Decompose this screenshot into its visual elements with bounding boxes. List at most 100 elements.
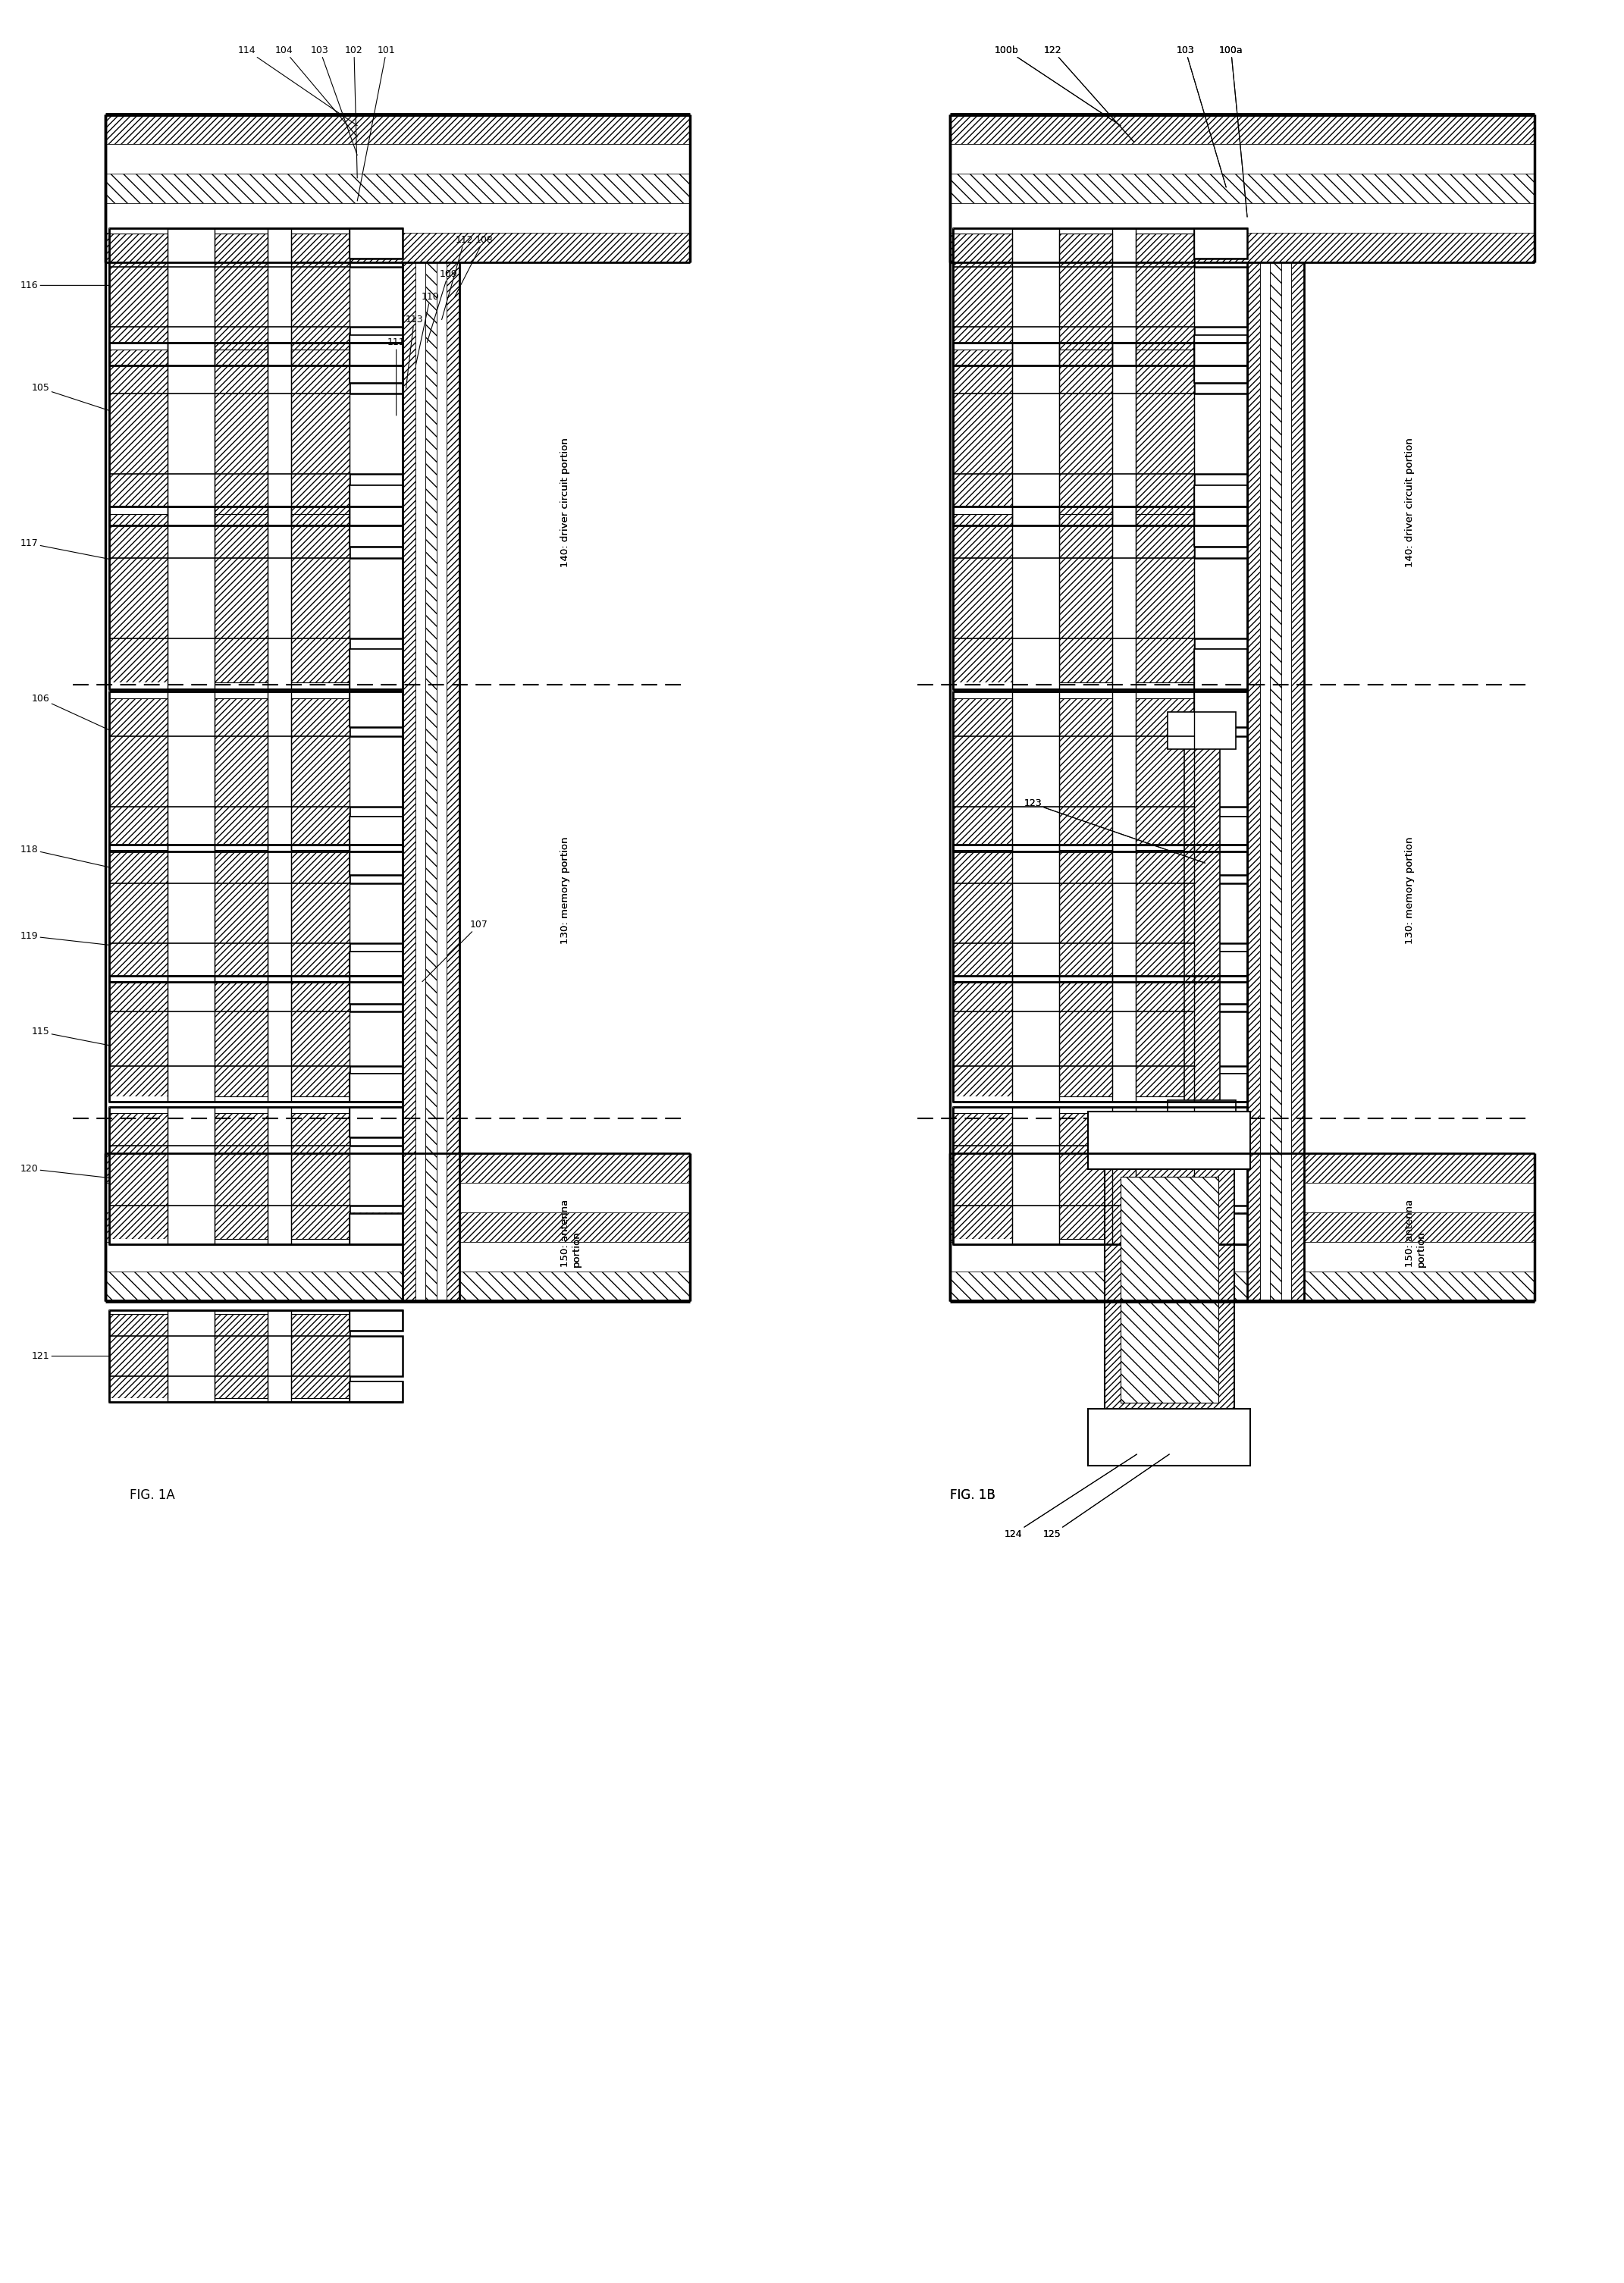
Bar <box>291 349 349 518</box>
Bar <box>416 263 425 1301</box>
Bar <box>291 699 349 845</box>
Text: 113: 113 <box>404 315 424 388</box>
Text: 120: 120 <box>19 1164 110 1178</box>
Bar <box>425 263 437 1301</box>
Bar <box>403 263 416 1301</box>
Text: 124: 124 <box>1004 1454 1137 1539</box>
Polygon shape <box>349 975 403 1005</box>
Polygon shape <box>1194 1215 1247 1244</box>
Bar <box>447 263 460 1301</box>
Bar <box>953 507 1012 514</box>
Text: 100a: 100a <box>1220 46 1247 217</box>
Text: 116: 116 <box>19 281 110 290</box>
Bar <box>953 349 1012 518</box>
Polygon shape <box>109 1310 403 1402</box>
Polygon shape <box>1194 817 1247 852</box>
Polygon shape <box>349 342 403 384</box>
Text: 100a: 100a <box>1220 46 1247 217</box>
Text: 104: 104 <box>274 46 357 137</box>
Bar <box>214 233 268 361</box>
Bar <box>1270 263 1281 1301</box>
Polygon shape <box>109 342 403 525</box>
Polygon shape <box>349 1107 403 1137</box>
Bar <box>109 982 167 1096</box>
Polygon shape <box>953 228 1247 365</box>
Text: FIG. 1A: FIG. 1A <box>130 1489 175 1502</box>
Polygon shape <box>109 1107 403 1244</box>
Text: 109: 109 <box>427 269 458 342</box>
Bar <box>109 507 167 514</box>
Polygon shape <box>349 845 403 874</box>
Polygon shape <box>349 692 403 726</box>
Bar <box>109 1310 167 1315</box>
Bar <box>953 1112 1012 1240</box>
Polygon shape <box>953 845 1247 982</box>
Polygon shape <box>1194 952 1247 982</box>
Text: 150: antenna
portion: 150: antenna portion <box>1405 1199 1426 1267</box>
Polygon shape <box>349 1381 403 1402</box>
Bar <box>106 233 690 263</box>
Polygon shape <box>109 507 403 689</box>
Bar <box>106 1153 690 1183</box>
Bar <box>106 144 690 174</box>
Bar <box>109 683 167 689</box>
Bar <box>106 114 690 144</box>
Bar <box>214 1112 268 1240</box>
Bar <box>109 977 167 982</box>
Bar <box>109 849 167 977</box>
Bar <box>214 514 268 683</box>
Bar <box>214 1315 268 1397</box>
Bar <box>437 263 447 1301</box>
Bar <box>1135 699 1194 845</box>
Bar <box>1135 514 1194 683</box>
Polygon shape <box>1194 975 1247 1005</box>
Bar <box>109 1096 167 1100</box>
Polygon shape <box>1194 336 1247 365</box>
Bar <box>109 975 167 982</box>
Text: 118: 118 <box>19 845 110 868</box>
Bar <box>1135 349 1194 518</box>
Bar <box>953 233 1012 361</box>
Bar <box>1059 849 1112 977</box>
Text: 125: 125 <box>1043 1454 1169 1539</box>
Bar <box>109 845 167 849</box>
Bar <box>109 233 167 361</box>
Text: 110: 110 <box>416 292 440 365</box>
Bar <box>106 1272 690 1301</box>
Text: 103: 103 <box>1176 46 1226 187</box>
Text: 123: 123 <box>1023 799 1205 863</box>
Bar <box>109 349 167 518</box>
Polygon shape <box>953 692 1247 852</box>
Bar <box>214 699 268 845</box>
Bar <box>291 1112 349 1240</box>
Bar <box>291 233 349 361</box>
Bar <box>953 845 1012 852</box>
Polygon shape <box>1194 1073 1247 1100</box>
Bar <box>1104 1142 1234 1438</box>
Polygon shape <box>953 975 1247 1100</box>
Polygon shape <box>953 342 1247 525</box>
Bar <box>214 849 268 977</box>
Text: 103: 103 <box>310 46 357 155</box>
Text: 121: 121 <box>31 1352 110 1361</box>
Text: 102: 102 <box>344 46 364 178</box>
Polygon shape <box>349 1073 403 1100</box>
Bar <box>291 514 349 683</box>
Text: 105: 105 <box>31 384 110 411</box>
Polygon shape <box>349 1310 403 1331</box>
Text: 140: driver circuit portion: 140: driver circuit portion <box>1405 438 1415 566</box>
Polygon shape <box>109 228 403 365</box>
Text: 130: memory portion: 130: memory portion <box>560 838 570 943</box>
Polygon shape <box>1194 845 1247 874</box>
Polygon shape <box>349 648 403 689</box>
Bar <box>953 514 1012 683</box>
Polygon shape <box>1194 507 1247 548</box>
Bar <box>109 514 167 683</box>
Polygon shape <box>349 336 403 365</box>
Text: 130: memory portion: 130: memory portion <box>1405 838 1415 943</box>
Text: 140: driver circuit portion: 140: driver circuit portion <box>1405 438 1415 566</box>
Bar <box>1088 1112 1250 1169</box>
Bar <box>109 1240 167 1244</box>
Bar <box>109 228 167 233</box>
Bar <box>1059 233 1112 361</box>
